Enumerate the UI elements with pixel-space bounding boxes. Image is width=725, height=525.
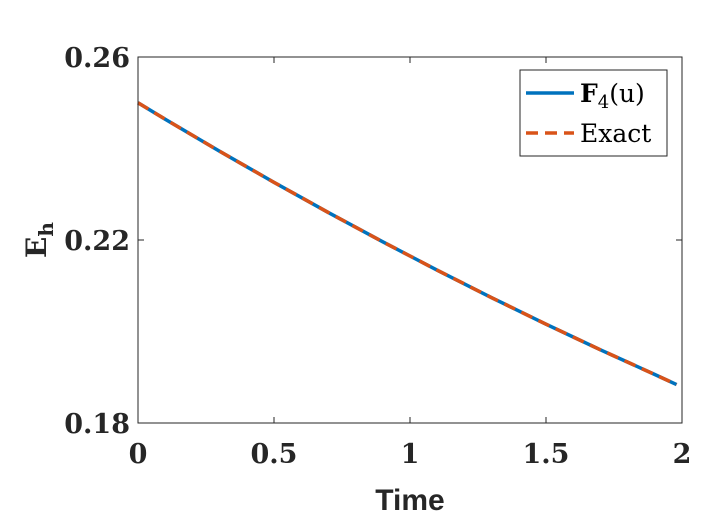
legend-label-exact: Exact	[580, 119, 651, 148]
ticks-layer: 0 0.5 1 1.5 2 0.18 0.22 0.26	[64, 43, 691, 470]
x-tick-label: 0	[129, 439, 148, 470]
legend-label-f4u-rest: (u)	[609, 79, 645, 108]
x-axis-title: Time	[375, 484, 444, 517]
y-axis-title-main: E	[20, 237, 53, 258]
series-layer	[137, 101, 678, 387]
legend-label-f4u: F4(u)	[580, 79, 645, 113]
series-line-exact	[137, 101, 678, 387]
y-tick-label: 0.18	[64, 409, 130, 440]
x-tick-label: 2	[673, 439, 692, 470]
legend: F4(u) Exact	[519, 69, 668, 157]
y-axis-title: Eh	[20, 222, 58, 258]
legend-label-f4u-sub: 4	[598, 92, 609, 113]
svg-text:Eh: Eh	[20, 222, 58, 258]
y-tick-label: 0.22	[64, 226, 130, 257]
y-axis-title-sub: h	[34, 222, 58, 237]
x-tick-label: 0.5	[251, 439, 298, 470]
legend-label-f4u-main: F	[580, 79, 598, 108]
x-tick-label: 1	[401, 439, 420, 470]
y-tick-label: 0.26	[64, 43, 130, 74]
x-tick-label: 1.5	[523, 439, 570, 470]
legend-box	[519, 69, 668, 157]
